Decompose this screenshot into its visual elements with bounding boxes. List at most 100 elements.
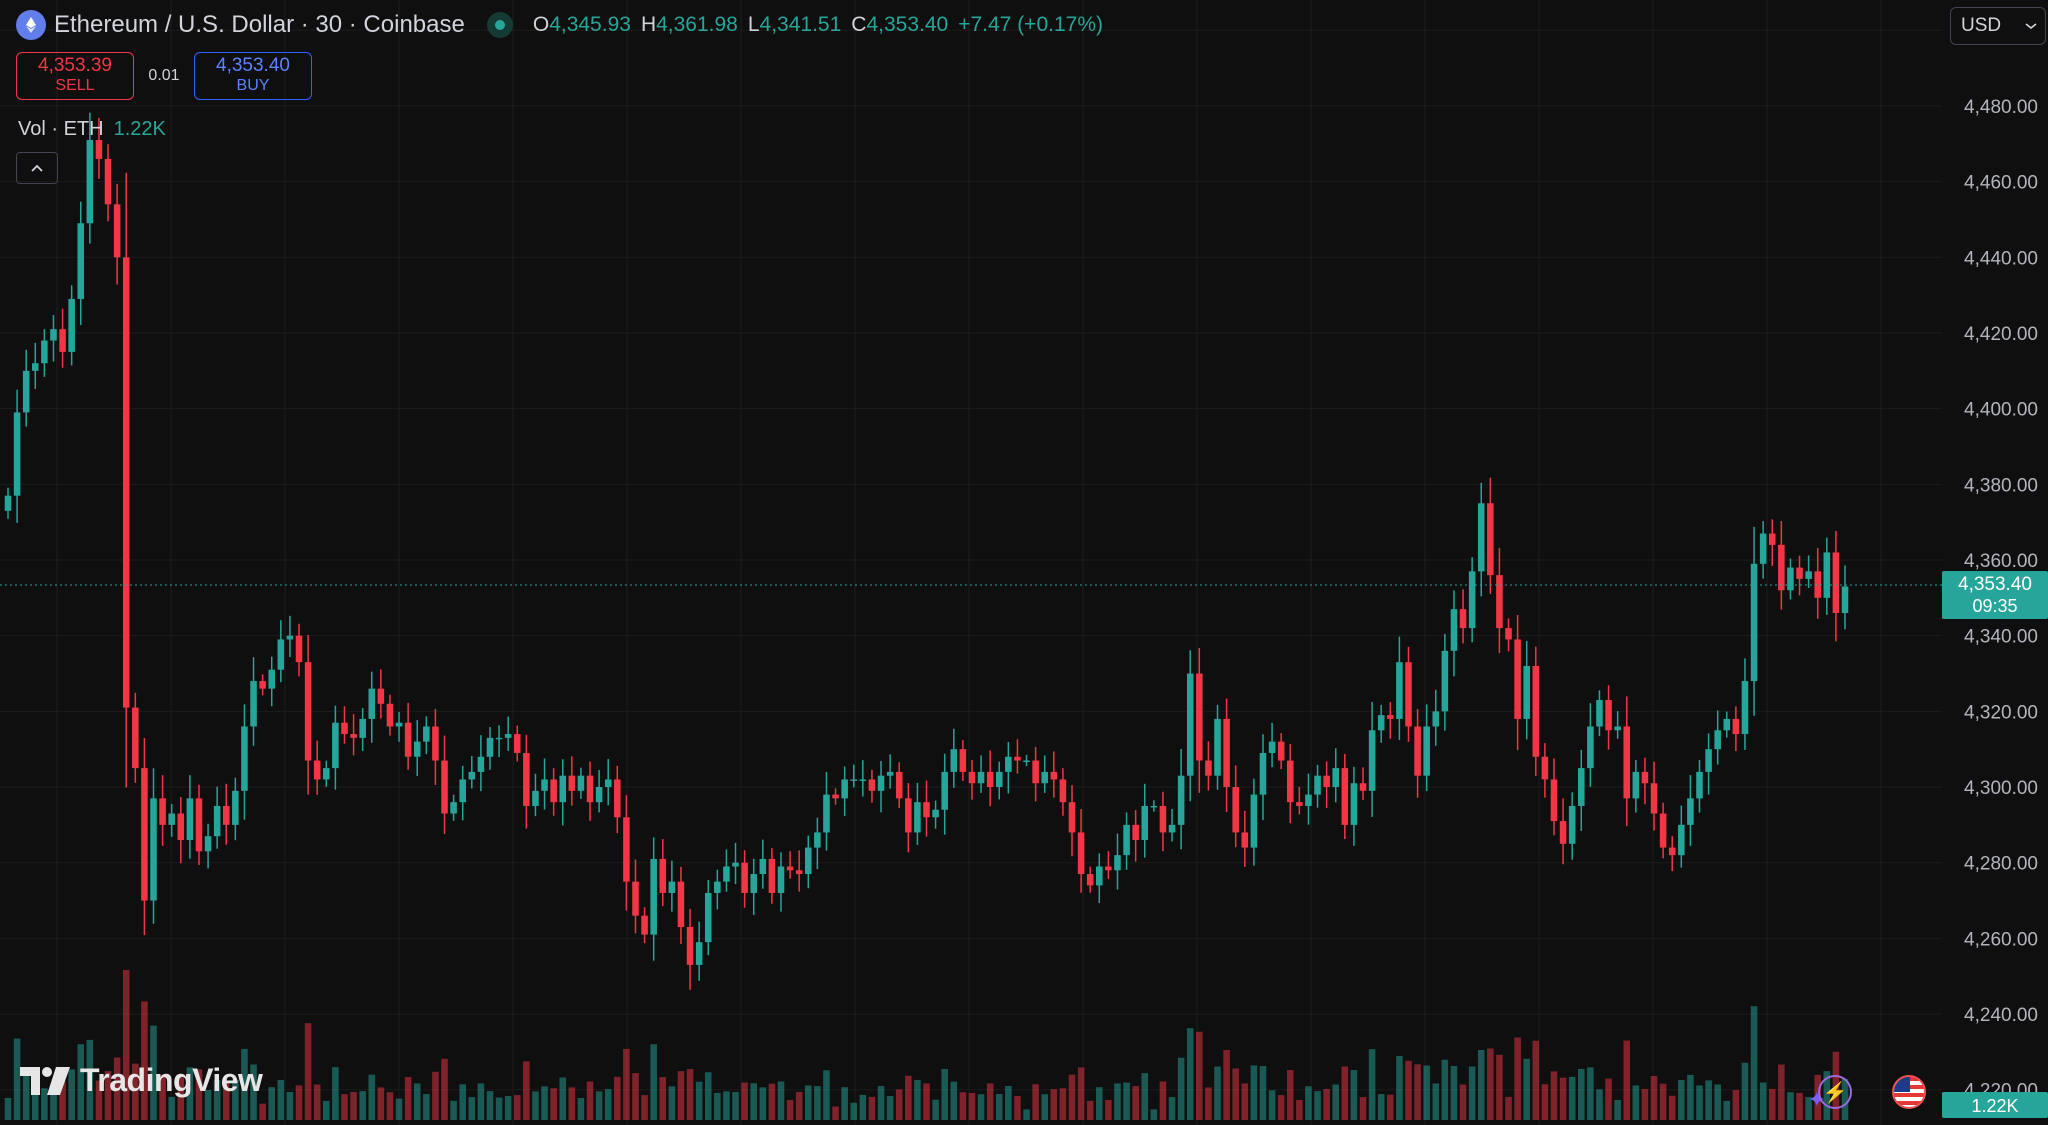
candle-body[interactable] [1259,752,1267,795]
candle-body[interactable] [1423,726,1430,776]
candle-body[interactable] [914,802,921,833]
candle-body[interactable] [577,775,585,791]
candle-body[interactable] [723,866,730,882]
candle-body[interactable] [386,703,394,727]
candle-body[interactable] [213,805,221,837]
candle-body[interactable] [623,817,630,882]
candle-body[interactable] [1114,855,1121,871]
candle-body[interactable] [195,798,203,852]
candle-body[interactable] [1832,552,1840,613]
candle-body[interactable] [1768,533,1776,545]
candle-body[interactable] [1614,726,1621,731]
candle-body[interactable] [177,813,185,840]
candle-body[interactable] [513,734,521,753]
candle-body[interactable] [113,204,121,258]
candle-body[interactable] [1623,726,1631,799]
candle-body[interactable] [1241,832,1249,848]
candle-body[interactable] [1186,673,1194,776]
candle-body[interactable] [1123,824,1130,856]
candle-body[interactable] [659,858,667,893]
candle-body[interactable] [441,760,448,814]
candle-body[interactable] [1632,771,1640,799]
candle-body[interactable] [1796,567,1803,579]
candle-body[interactable] [495,737,503,740]
candle-body[interactable] [1159,805,1167,833]
candle-body[interactable] [559,775,567,803]
candle-body[interactable] [132,707,139,769]
candle-body[interactable] [586,775,594,803]
candle-body[interactable] [895,771,903,799]
candle-body[interactable] [523,752,530,806]
candle-body[interactable] [241,726,248,791]
candles[interactable] [4,112,1849,990]
candle-body[interactable] [868,779,876,791]
candle-body[interactable] [732,862,739,867]
candle-body[interactable] [1032,760,1039,784]
candle-body[interactable] [323,768,330,780]
candle-body[interactable] [332,722,339,769]
candle-body[interactable] [1541,756,1549,780]
candle-body[interactable] [95,140,103,159]
candle-body[interactable] [377,688,385,704]
candle-body[interactable] [168,813,175,825]
candle-body[interactable] [122,257,130,708]
candle-body[interactable] [1350,783,1358,825]
candle-body[interactable] [668,881,676,893]
candle-body[interactable] [1450,609,1458,651]
candle-body[interactable] [795,870,803,875]
candle-body[interactable] [1168,824,1176,833]
candle-body[interactable] [1414,726,1421,776]
candle-body[interactable] [1705,749,1712,772]
candle-body[interactable] [268,669,276,689]
candle-body[interactable] [368,688,376,719]
candle-body[interactable] [1459,609,1467,629]
candle-body[interactable] [1150,805,1158,808]
candle-body[interactable] [1577,768,1585,806]
candle-body[interactable] [1323,775,1330,788]
candle-body[interactable] [714,881,721,893]
candle-body[interactable] [841,779,848,799]
candle-body[interactable] [541,779,548,791]
candle-body[interactable] [232,790,239,825]
candle-body[interactable] [222,805,230,825]
candle-body[interactable] [1332,768,1340,788]
candle-body[interactable] [1659,813,1667,848]
candle-body[interactable] [1405,662,1412,727]
candle-body[interactable] [1105,866,1112,871]
candle-body[interactable] [977,771,985,784]
candle-body[interactable] [968,771,976,784]
candle-body[interactable] [1268,741,1276,753]
candle-body[interactable] [477,756,485,772]
candle-body[interactable] [104,158,112,205]
candle-body[interactable] [1141,805,1149,840]
candle-body[interactable] [1050,771,1058,780]
candle-body[interactable] [768,858,776,893]
candle-body[interactable] [632,881,639,916]
candle-body[interactable] [41,340,48,364]
candle-body[interactable] [1687,798,1694,825]
candle-body[interactable] [1823,552,1831,598]
candle-body[interactable] [1387,715,1394,719]
candle-body[interactable] [1550,779,1558,822]
candle-body[interactable] [1559,821,1567,844]
candle-body[interactable] [1741,681,1749,735]
candle-body[interactable] [814,832,821,848]
ethereum-icon[interactable] [16,10,46,40]
candle-body[interactable] [1505,628,1512,640]
candle-body[interactable] [1778,544,1785,591]
candle-body[interactable] [1468,571,1476,629]
candle-body[interactable] [595,787,603,803]
candle-body[interactable] [759,858,767,875]
candle-body[interactable] [1496,575,1503,629]
candle-body[interactable] [286,635,294,640]
candle-body[interactable] [304,662,312,761]
candle-body[interactable] [650,858,657,935]
candle-body[interactable] [13,412,21,496]
candle-body[interactable] [1077,832,1085,875]
candle-body[interactable] [32,363,39,371]
candle-body[interactable] [741,862,748,893]
candle-body[interactable] [86,140,94,224]
collapse-button[interactable] [16,152,58,184]
candle-body[interactable] [59,329,66,352]
candle-body[interactable] [1059,779,1067,803]
